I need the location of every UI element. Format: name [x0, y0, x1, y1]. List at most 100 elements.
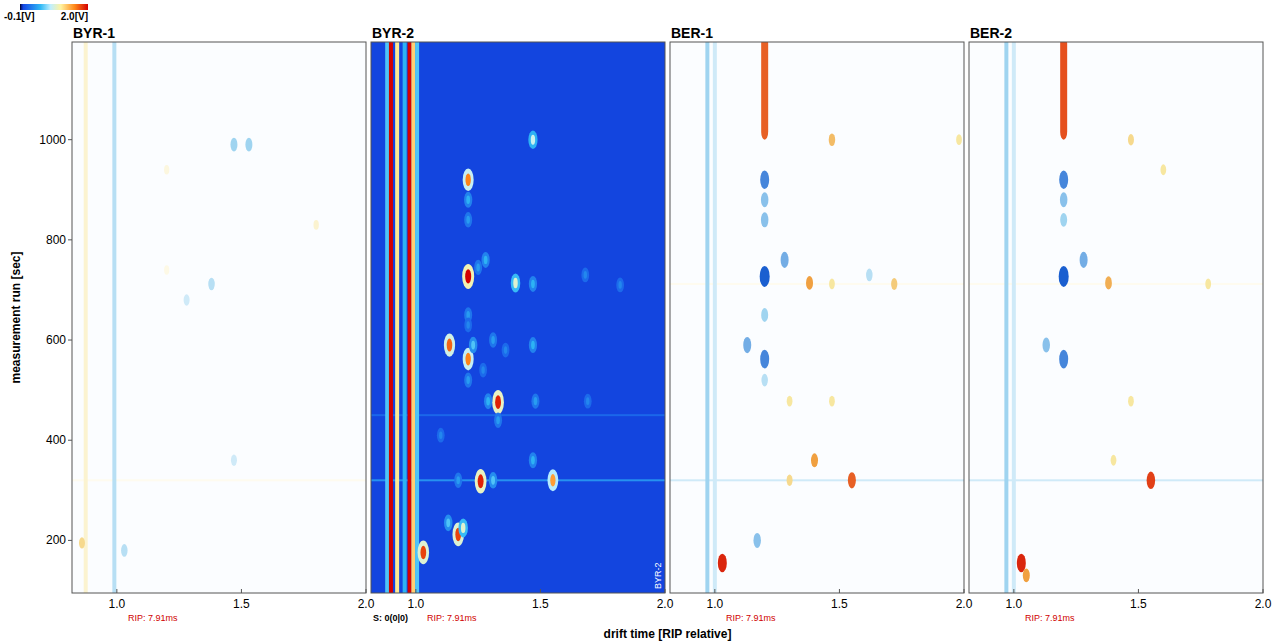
spot-core [787, 396, 793, 407]
panel-background [72, 42, 366, 593]
spot [529, 337, 537, 353]
spot-core [1128, 396, 1134, 407]
spot [1059, 170, 1068, 189]
vertical-line [84, 42, 88, 593]
panel-title: BYR-2 [372, 25, 414, 41]
spot-halo [484, 393, 492, 409]
spot [511, 273, 521, 292]
panel-frame [969, 42, 1263, 593]
spot-core [718, 554, 727, 573]
spot [743, 337, 751, 353]
spot [581, 268, 589, 283]
spot-halo [475, 469, 487, 493]
x-tick [714, 589, 715, 593]
spot [1080, 252, 1088, 268]
spot [753, 533, 761, 548]
spot [164, 265, 169, 274]
spot-core [534, 397, 538, 405]
spot-core [753, 533, 761, 548]
spot-core [1105, 276, 1112, 289]
spot [529, 452, 537, 468]
spot-core [121, 544, 128, 557]
spot-core [513, 278, 518, 288]
spot-halo [464, 212, 472, 227]
spot-core [491, 476, 495, 485]
x-tick-label: 1.5 [1130, 597, 1147, 611]
spot-core [956, 134, 962, 145]
panel: BYR-21.01.52.0S: 0(0|0)RIP: 7.91msBYR-2 [371, 25, 674, 623]
figure: -0.1[V]2.0[V]BYR-11.01.52.02004006008001… [0, 0, 1285, 643]
vertical-line [403, 42, 407, 593]
spot [584, 394, 592, 409]
spot [829, 396, 835, 407]
vertical-line [1012, 42, 1016, 593]
spot-core [245, 138, 252, 152]
spot [891, 278, 897, 290]
spot-core [866, 269, 873, 282]
spot [761, 212, 769, 227]
x-tick [415, 589, 416, 593]
x-tick [839, 589, 840, 593]
spot-core [1042, 338, 1050, 353]
spot-core [586, 397, 589, 405]
spot-core [466, 321, 469, 329]
spot-core [531, 456, 535, 464]
spot [481, 252, 489, 268]
spot [956, 134, 962, 145]
spot [1128, 134, 1134, 145]
x-tick [964, 589, 965, 593]
x-tick [241, 589, 242, 593]
colorbar-label: -0.1[V] [4, 11, 35, 22]
spot-halo [464, 192, 472, 208]
spot-core [446, 518, 450, 527]
spot-core [761, 308, 768, 322]
vertical-line [395, 42, 399, 593]
spot-core [1059, 170, 1068, 189]
spot [806, 276, 813, 290]
spot [231, 455, 237, 466]
spot-core [848, 472, 856, 488]
spot [760, 170, 769, 189]
streak [761, 42, 768, 140]
spot [1042, 338, 1050, 353]
spot [787, 475, 793, 486]
spot-halo [444, 333, 455, 356]
spot [464, 318, 472, 333]
spot [475, 469, 487, 493]
spot [548, 469, 559, 491]
spot [1128, 396, 1134, 407]
spot-halo [489, 332, 497, 347]
y-tick [68, 540, 72, 541]
spot [494, 412, 502, 427]
rip-label: RIP: 7.91ms [726, 613, 776, 623]
plot-area [371, 42, 665, 593]
spot [489, 332, 497, 347]
spot [1023, 569, 1030, 583]
spot [1059, 266, 1069, 287]
x-tick-label: 1.5 [233, 597, 250, 611]
spot-core [313, 220, 318, 230]
panel-background [969, 42, 1263, 593]
spot [230, 138, 237, 152]
spot [1017, 554, 1026, 573]
spot-core [760, 266, 770, 287]
y-tick [68, 440, 72, 441]
spot [462, 264, 474, 289]
spot-core [584, 271, 587, 279]
x-tick-label: 1.0 [408, 597, 425, 611]
spot-core [495, 395, 501, 409]
rip-label: RIP: 7.91ms [1025, 613, 1075, 623]
spot [616, 278, 624, 293]
spot [787, 396, 793, 407]
y-tick-label: 800 [46, 233, 66, 247]
spot-core [1060, 192, 1068, 207]
spot [761, 308, 768, 322]
spot-core [420, 546, 426, 560]
spot-halo [418, 541, 430, 565]
spot-core [1147, 472, 1156, 489]
spot-halo [492, 390, 504, 414]
panel-background [670, 42, 964, 593]
spot-halo [528, 130, 537, 148]
colorbar [20, 4, 88, 10]
spot-halo [469, 337, 478, 354]
